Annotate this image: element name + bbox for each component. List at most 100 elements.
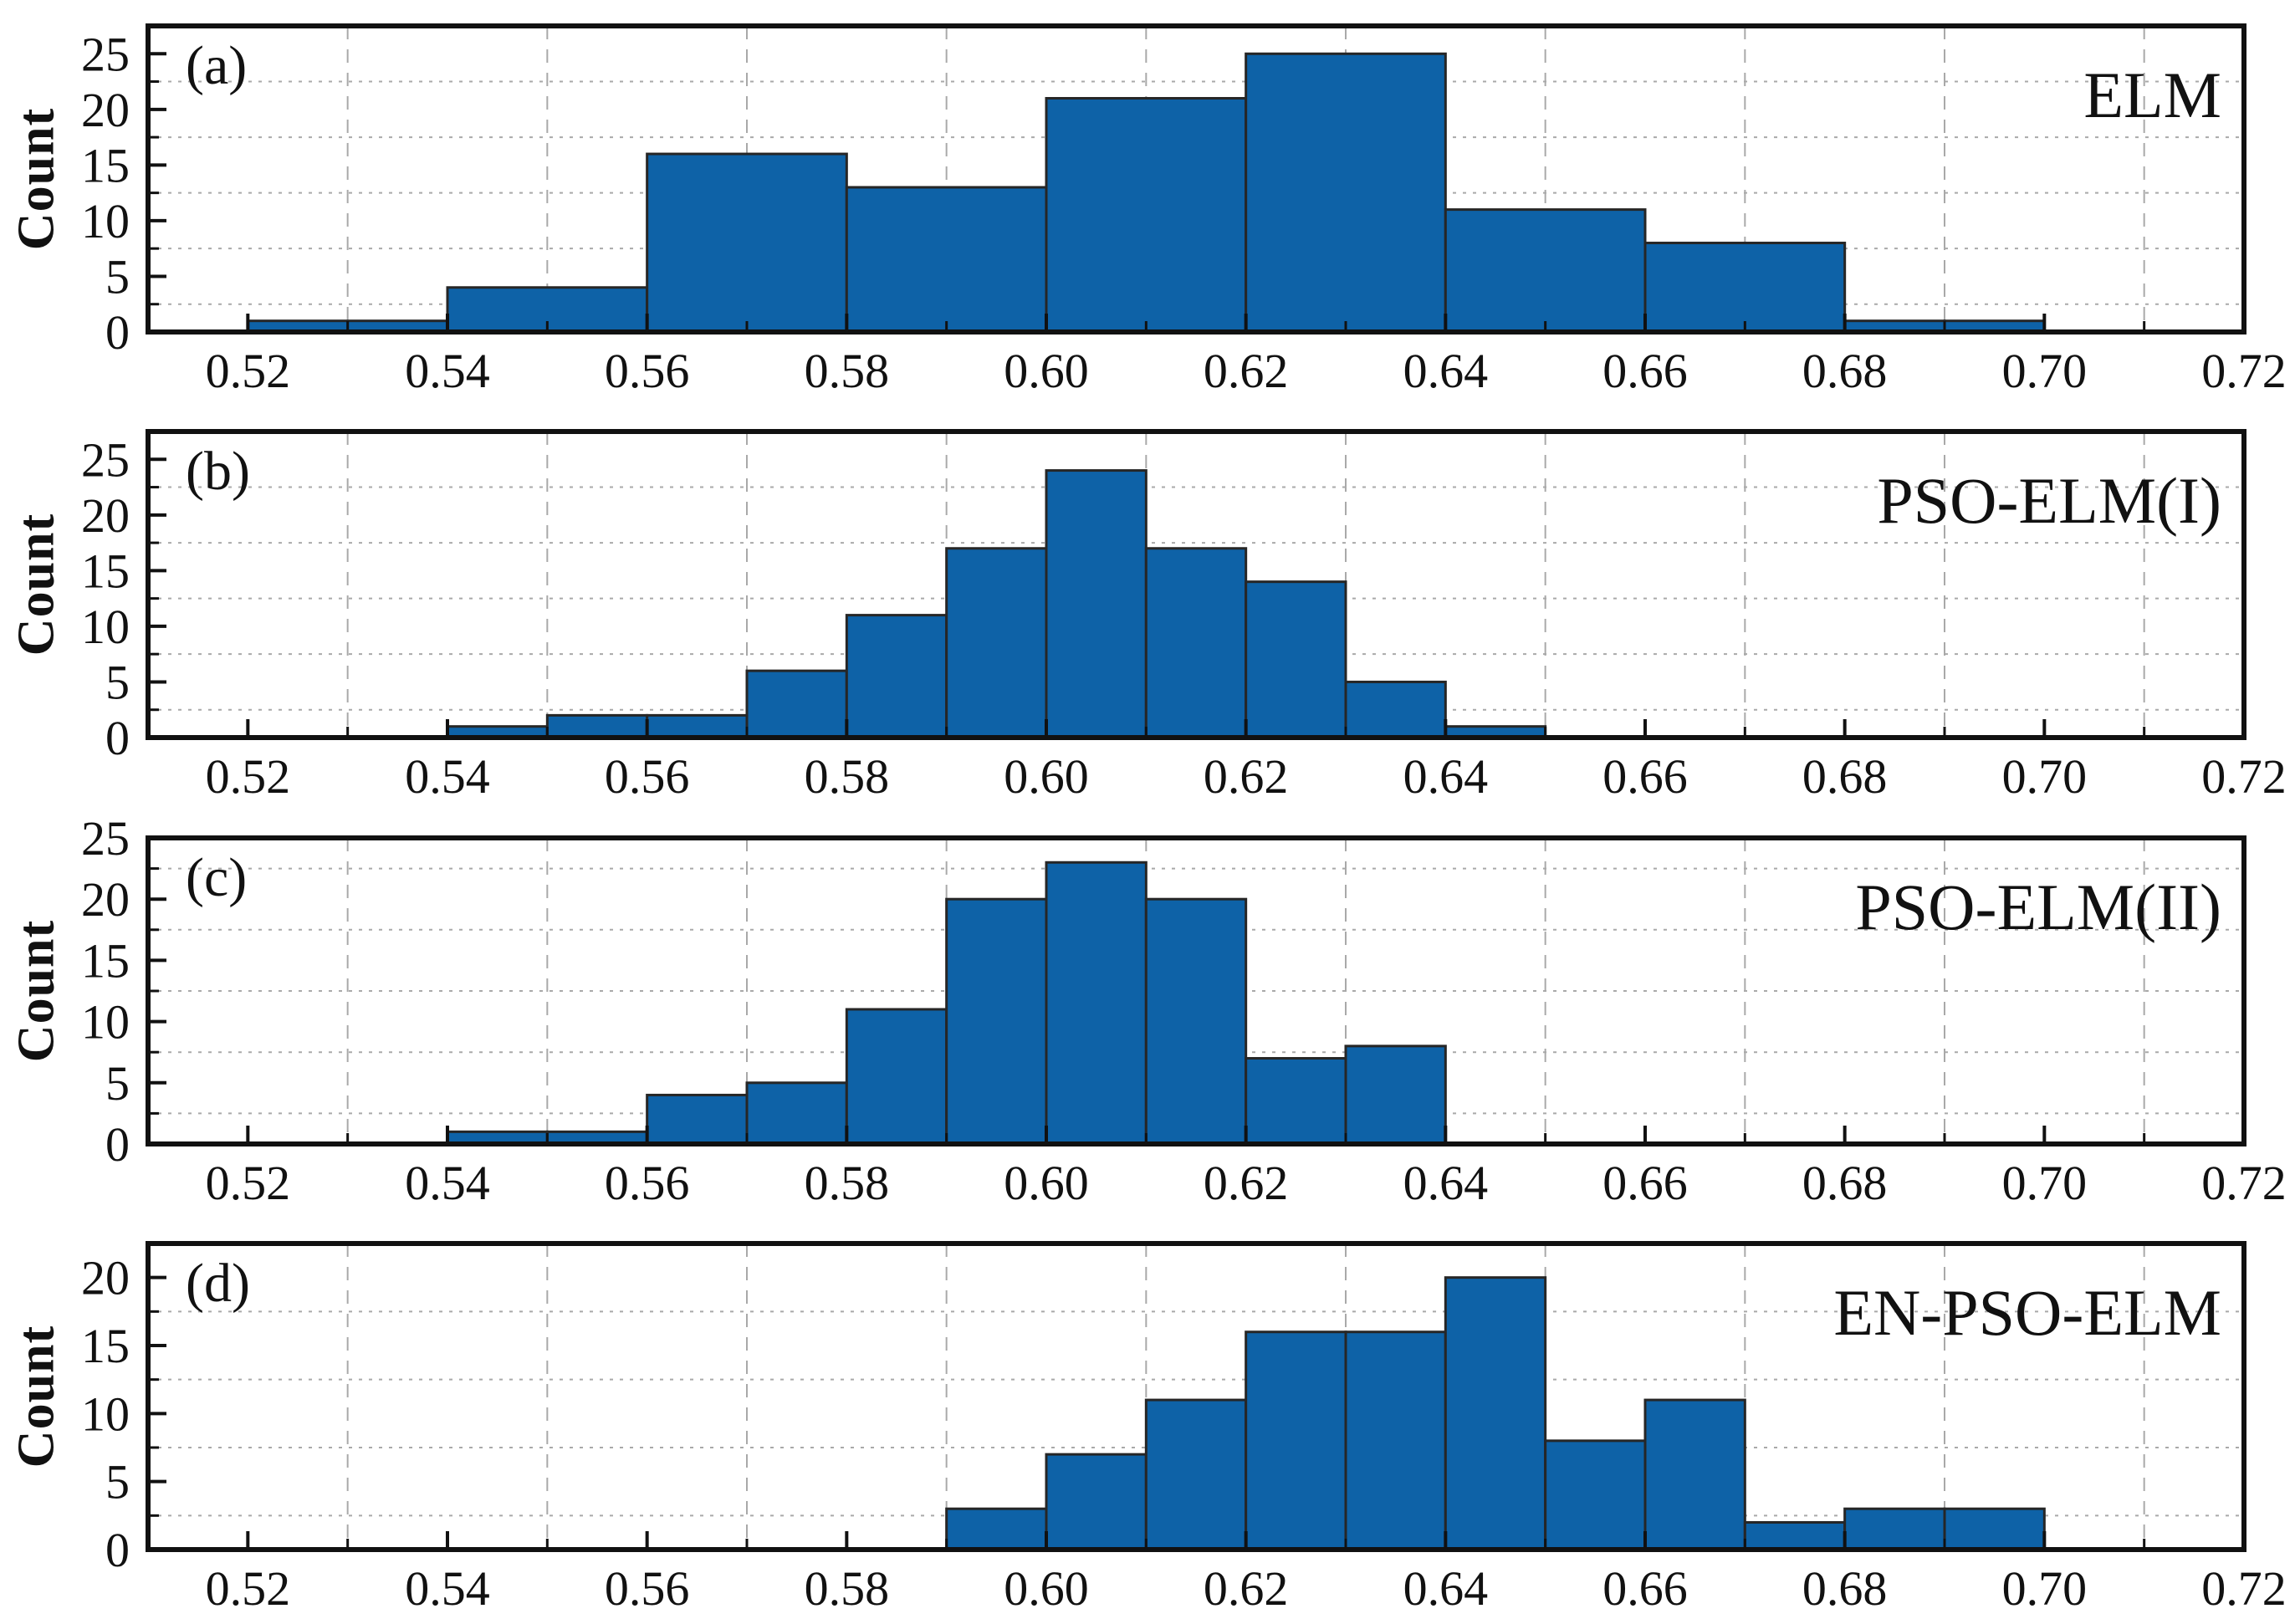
y-axis-title: Count bbox=[8, 1325, 65, 1468]
x-tick-label: 0.54 bbox=[405, 1156, 490, 1210]
panel-c: 0.52 0.54 0.56 0.58 0.60 0.62 0.64 0.66 0.68 0.70… bbox=[0, 812, 2295, 1218]
histogram-bar bbox=[745, 1081, 848, 1146]
histogram-bar bbox=[945, 1507, 1048, 1551]
x-tick-label: 0.56 bbox=[605, 749, 690, 804]
y-tick-label: 15 bbox=[81, 933, 130, 988]
x-tick-label: 0.72 bbox=[2201, 1561, 2287, 1616]
y-tick-label: 5 bbox=[105, 655, 130, 709]
histogram-bar bbox=[1444, 1276, 1547, 1551]
histogram-bar bbox=[1144, 897, 1248, 1146]
y-axis-title: Count bbox=[8, 107, 65, 251]
x-tick-label: 0.52 bbox=[206, 1561, 291, 1616]
y-tick-label: 0 bbox=[105, 1117, 130, 1172]
histogram-bar bbox=[1344, 1330, 1447, 1551]
histogram-bar bbox=[1544, 1439, 1647, 1551]
x-tick-label: 0.68 bbox=[1802, 1561, 1888, 1616]
y-tick-label: 10 bbox=[81, 995, 130, 1049]
histogram-bar bbox=[1245, 580, 1347, 739]
y-tick-label: 15 bbox=[81, 138, 130, 192]
y-tick-label: 5 bbox=[105, 249, 130, 304]
histogram-bar bbox=[545, 713, 649, 739]
x-tick-label: 0.52 bbox=[206, 1156, 291, 1210]
histogram-bar bbox=[845, 1008, 948, 1146]
x-tick-label: 0.62 bbox=[1204, 1156, 1289, 1210]
y-tick-label: 20 bbox=[81, 83, 130, 137]
x-tick-label: 0.54 bbox=[405, 749, 490, 804]
histogram-bar bbox=[1245, 52, 1447, 334]
panel-a: 0.52 0.54 0.56 0.58 0.60 0.62 0.64 0.66 0.68 0.70… bbox=[0, 0, 2295, 406]
histogram-bar bbox=[646, 152, 848, 334]
x-tick-label: 0.58 bbox=[805, 1156, 890, 1210]
x-tick-label: 0.58 bbox=[805, 1561, 890, 1616]
y-tick-label: 5 bbox=[105, 1455, 130, 1509]
histogram-bar bbox=[1045, 861, 1148, 1146]
x-tick-label: 0.56 bbox=[605, 344, 690, 398]
y-tick-label: 25 bbox=[81, 432, 130, 487]
y-tick-label: 15 bbox=[81, 544, 130, 598]
y-tick-label: 20 bbox=[81, 488, 130, 543]
y-tick-label: 10 bbox=[81, 194, 130, 248]
y-axis-title: Count bbox=[8, 513, 65, 656]
y-tick-label: 0 bbox=[105, 1523, 130, 1577]
x-tick-label: 0.72 bbox=[2201, 344, 2287, 398]
x-tick-label: 0.56 bbox=[605, 1561, 690, 1616]
x-tick-label: 0.66 bbox=[1602, 1561, 1688, 1616]
plot-frame bbox=[146, 1241, 2246, 1552]
histogram-bar bbox=[1344, 1044, 1447, 1146]
histogram-bar bbox=[1245, 1057, 1347, 1146]
plot-frame bbox=[146, 429, 2246, 740]
y-tick-label: 15 bbox=[81, 1319, 130, 1373]
x-tick-label: 0.54 bbox=[405, 1561, 490, 1616]
histogram-bar bbox=[1943, 1507, 2046, 1551]
x-tick-label: 0.54 bbox=[405, 344, 490, 398]
y-tick-label: 10 bbox=[81, 1387, 130, 1441]
plot-area-c: 0.52 0.54 0.56 0.58 0.60 0.62 0.64 0.66 0.68 0.70… bbox=[81, 812, 2287, 1210]
x-tick-label: 0.58 bbox=[805, 749, 890, 804]
x-tick-label: 0.72 bbox=[2201, 1156, 2287, 1210]
histogram-bar bbox=[1245, 1330, 1347, 1551]
plot-area-a: 0.52 0.54 0.56 0.58 0.60 0.62 0.64 0.66 0.68 0.70… bbox=[81, 23, 2287, 398]
x-tick-label: 0.70 bbox=[2002, 1561, 2088, 1616]
histogram-bar bbox=[1045, 469, 1148, 739]
x-tick-label: 0.64 bbox=[1403, 344, 1489, 398]
y-axis-title: Count bbox=[8, 919, 65, 1063]
histogram-bar bbox=[646, 1093, 749, 1146]
y-tick-label: 10 bbox=[81, 600, 130, 654]
histogram-bar bbox=[945, 547, 1048, 739]
panel-letter: (a) bbox=[186, 35, 248, 96]
histogram-bar bbox=[1144, 547, 1248, 739]
x-tick-label: 0.62 bbox=[1204, 1561, 1289, 1616]
histogram-bar bbox=[1344, 680, 1447, 739]
x-tick-label: 0.56 bbox=[605, 1156, 690, 1210]
panel-letter: (c) bbox=[186, 847, 248, 908]
panel-title: PSO-ELM(I) bbox=[1877, 464, 2221, 537]
panel-title: ELM bbox=[2083, 59, 2221, 131]
histogram-bar bbox=[1643, 1398, 1746, 1551]
plot-frame bbox=[146, 23, 2246, 335]
panel-letter: (d) bbox=[186, 1253, 250, 1314]
histogram-bar bbox=[646, 713, 749, 739]
x-tick-label: 0.68 bbox=[1802, 749, 1888, 804]
y-tick-label: 0 bbox=[105, 305, 130, 360]
x-tick-label: 0.64 bbox=[1403, 749, 1489, 804]
x-tick-label: 0.60 bbox=[1004, 344, 1089, 398]
histogram-bar bbox=[1045, 1453, 1148, 1551]
x-tick-label: 0.66 bbox=[1602, 344, 1688, 398]
histogram-bar bbox=[1843, 1507, 1946, 1551]
y-tick-label: 25 bbox=[81, 27, 130, 81]
histogram-bar bbox=[845, 614, 948, 739]
panel-letter: (b) bbox=[186, 441, 250, 502]
y-tick-label: 5 bbox=[105, 1056, 130, 1111]
x-tick-label: 0.68 bbox=[1802, 1156, 1888, 1210]
x-tick-label: 0.64 bbox=[1403, 1156, 1489, 1210]
x-tick-label: 0.58 bbox=[805, 344, 890, 398]
panel-d: 0.52 0.54 0.56 0.58 0.60 0.62 0.64 0.66 0.68 0.70… bbox=[0, 1218, 2295, 1624]
histogram-bar bbox=[1743, 1520, 1847, 1551]
y-tick-label: 25 bbox=[81, 812, 130, 866]
x-tick-label: 0.70 bbox=[2002, 749, 2088, 804]
histogram-bar bbox=[1444, 208, 1647, 334]
plot-area-b: 0.52 0.54 0.56 0.58 0.60 0.62 0.64 0.66 0.68 0.70… bbox=[81, 429, 2287, 804]
x-tick-label: 0.64 bbox=[1403, 1561, 1489, 1616]
x-tick-label: 0.72 bbox=[2201, 749, 2287, 804]
y-tick-label: 0 bbox=[105, 711, 130, 765]
